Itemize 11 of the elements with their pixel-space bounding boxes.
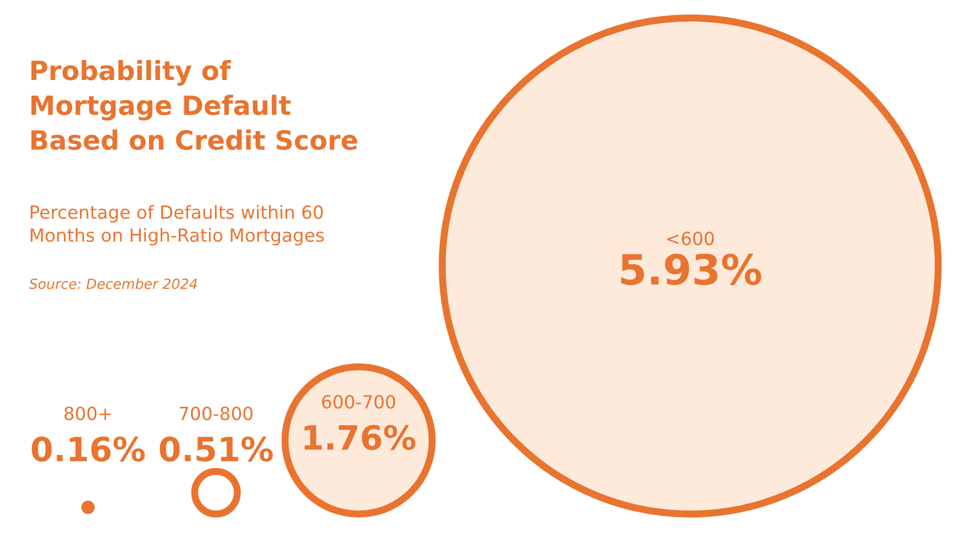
category-label: <600 (667, 232, 714, 246)
data-label: 1.76% (304, 424, 416, 450)
text: Probability of Mortgage Default Based on Credit Score (31, 60, 358, 150)
data-label: 0.51% (160, 436, 273, 462)
source-note: Source: December 2024 (29, 278, 197, 290)
category-label: 600-700 (322, 394, 396, 409)
text: Percentage of Defaults within 60 Months on High-Ratio Mortgages (30, 205, 324, 246)
category-label: 700-800 (180, 406, 253, 420)
data-label: 0.16% (32, 436, 145, 462)
category-label: 800+ (64, 406, 111, 420)
data-label: 5.93% (621, 254, 762, 286)
